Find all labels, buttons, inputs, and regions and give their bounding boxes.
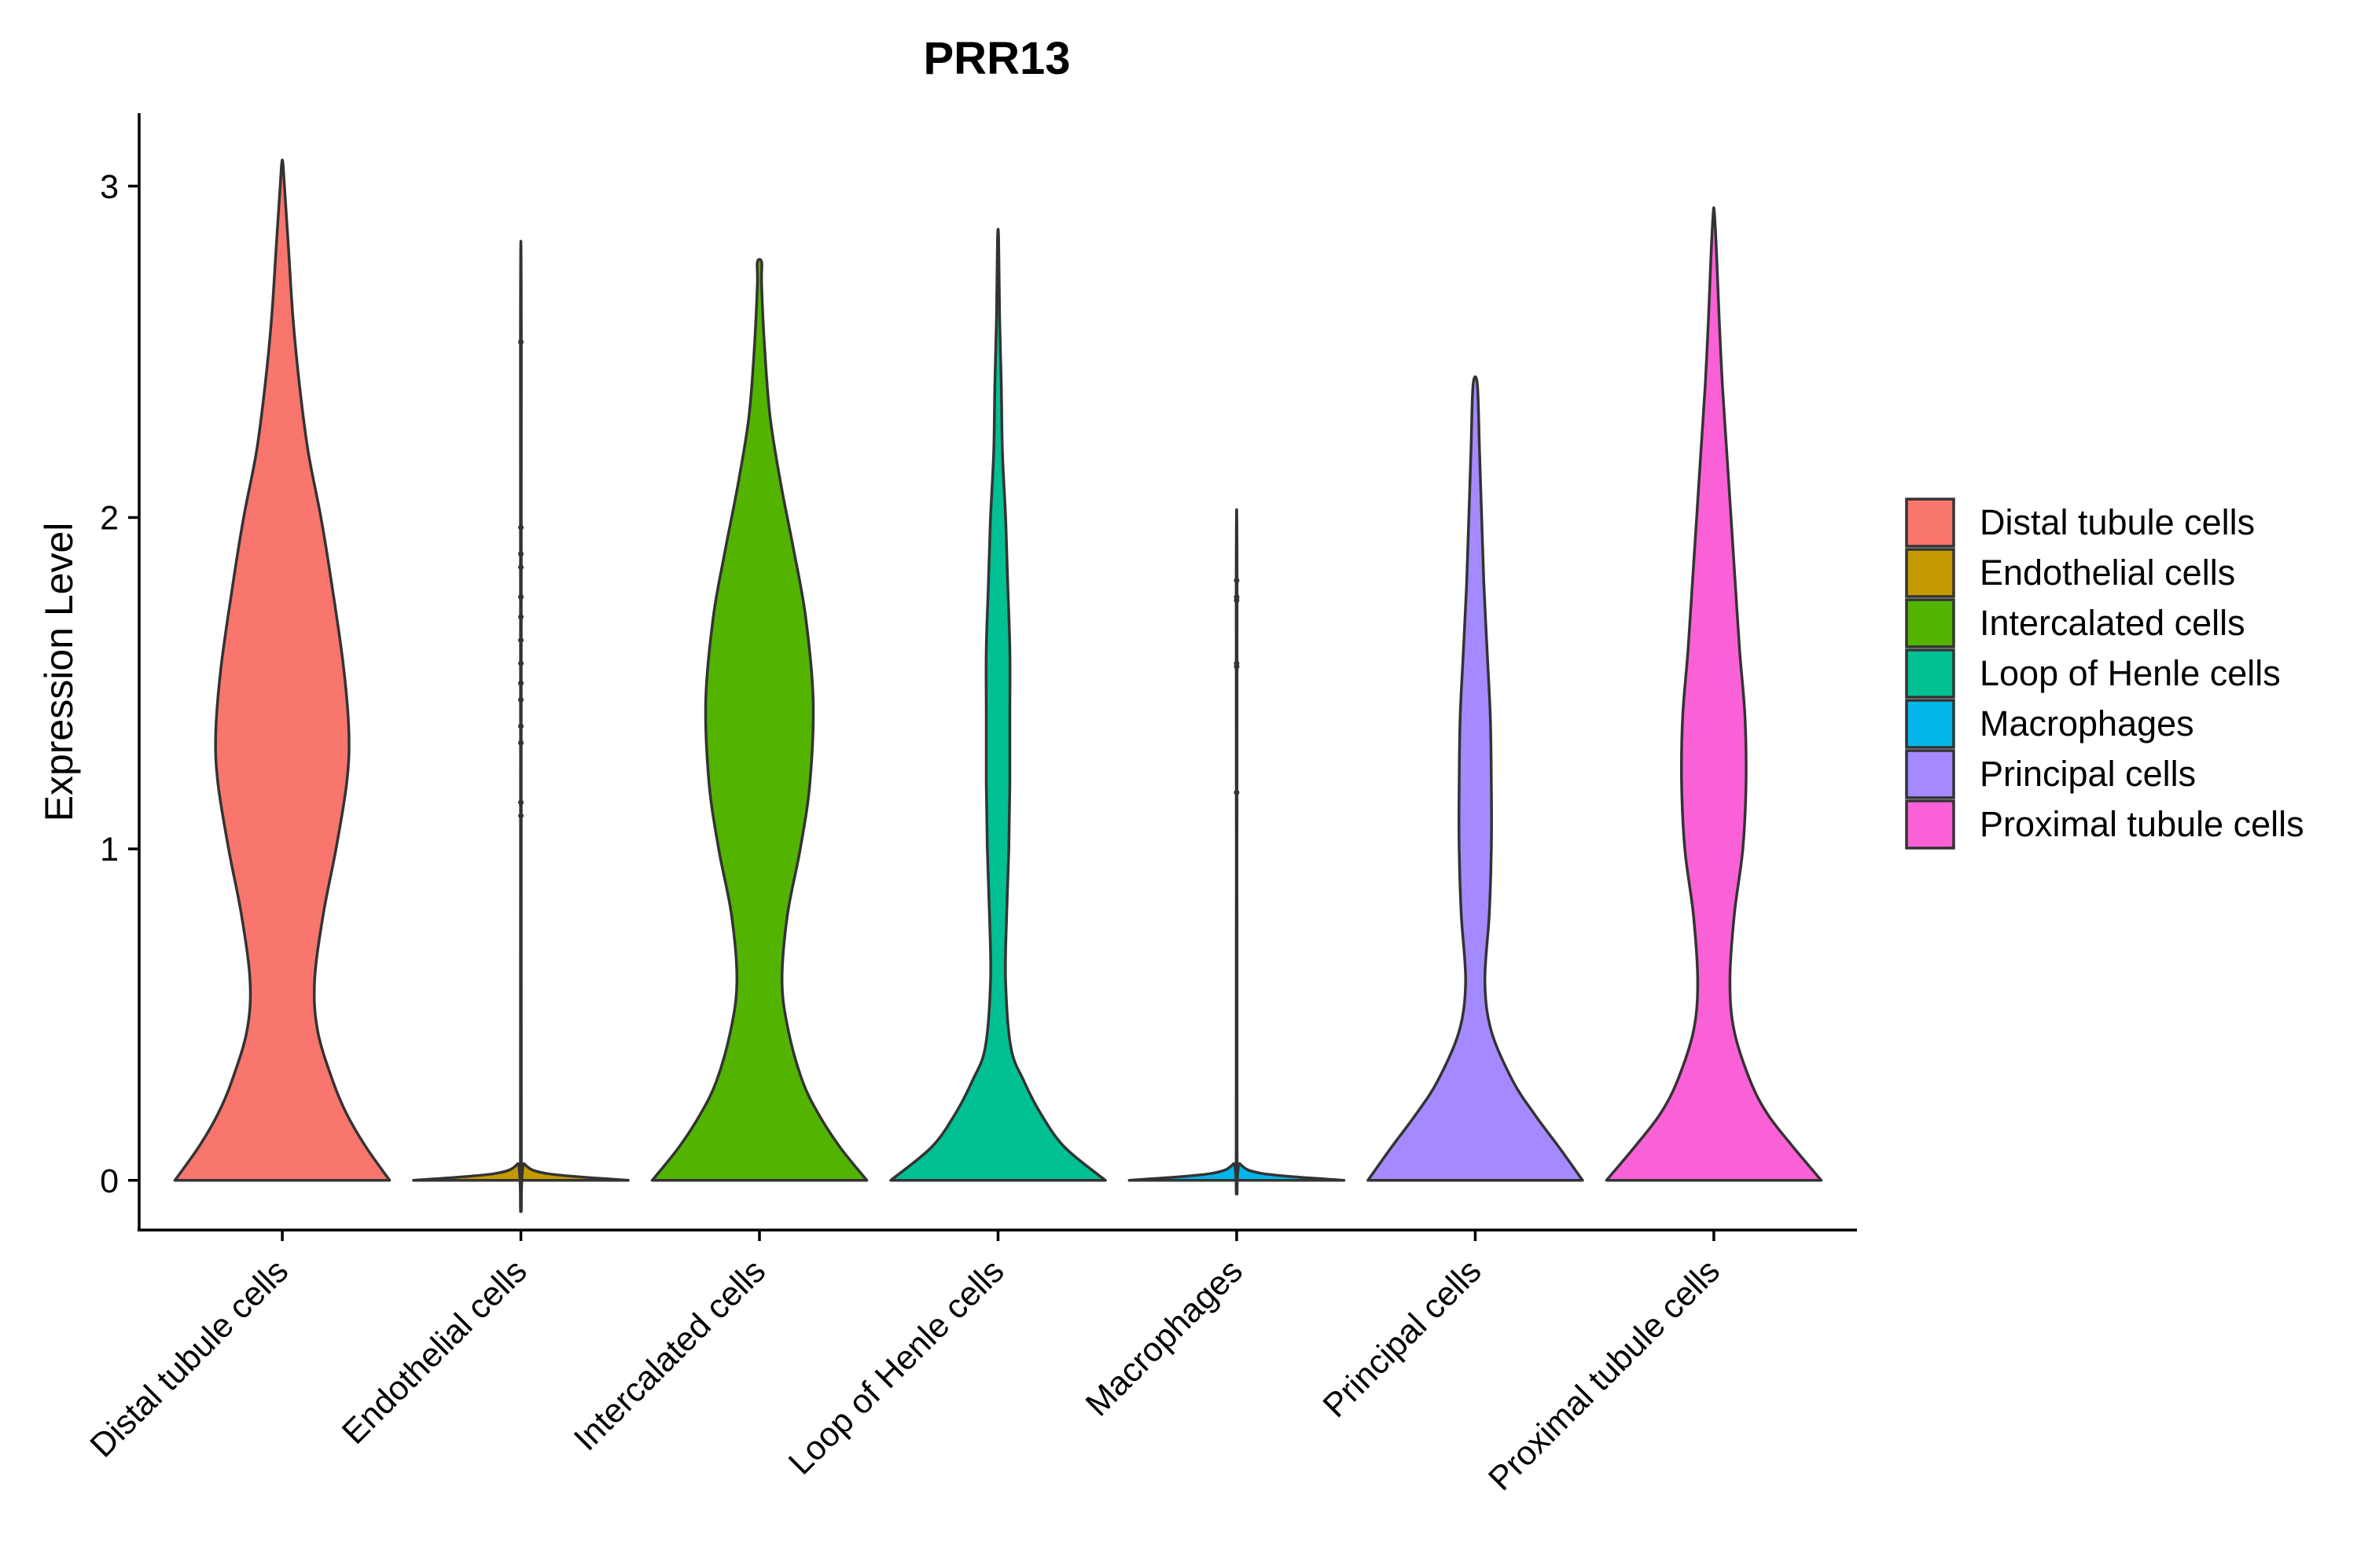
legend-label: Distal tubule cells	[1980, 502, 2255, 542]
y-tick-label: 3	[100, 168, 119, 206]
legend-swatch	[1905, 648, 1955, 699]
legend: Distal tubule cells Endothelial cells Inte…	[1905, 498, 2304, 850]
data-point	[1234, 594, 1240, 600]
data-point	[518, 524, 524, 531]
data-point	[518, 723, 524, 729]
legend-label: Intercalated cells	[1980, 603, 2245, 643]
data-point	[518, 551, 524, 557]
legend-swatch	[1905, 598, 1955, 648]
data-point	[518, 339, 524, 345]
x-tick-label: Endothelial cells	[335, 1252, 535, 1452]
data-point	[518, 637, 524, 643]
legend-swatch	[1905, 699, 1955, 749]
legend-label: Principal cells	[1980, 754, 2196, 794]
x-axis-ticks: Distal tubule cells Endothelial cells Inte…	[83, 1230, 1727, 1498]
y-axis-title: Expression Level	[37, 523, 81, 822]
violin-proximal-tubule-cells	[1605, 206, 1823, 1182]
x-tick-label: Intercalated cells	[567, 1252, 773, 1458]
x-tick-label: Distal tubule cells	[83, 1252, 296, 1465]
legend-label: Macrophages	[1980, 703, 2194, 744]
y-tick-label: 1	[100, 831, 119, 868]
chart-title: PRR13	[924, 33, 1071, 84]
violin-macrophages	[1127, 508, 1346, 1195]
data-point	[518, 564, 524, 571]
violin-layer	[173, 158, 1823, 1214]
legend-label: Proximal tubule cells	[1980, 804, 2304, 844]
legend-label: Endothelial cells	[1980, 553, 2235, 593]
data-point	[518, 696, 524, 703]
y-axis-ticks: 0 1 2 3	[100, 168, 139, 1200]
data-point	[1234, 789, 1240, 795]
y-tick-label: 2	[100, 499, 119, 537]
violin-distal-tubule-cells	[173, 158, 392, 1182]
x-tick-label: Macrophages	[1079, 1252, 1250, 1423]
data-point	[518, 740, 524, 746]
violin-intercalated-cells	[650, 258, 869, 1182]
data-point	[1234, 578, 1240, 584]
legend-swatch	[1905, 548, 1955, 598]
data-point	[518, 614, 524, 620]
data-point	[1234, 660, 1240, 666]
violin-principal-cells	[1366, 375, 1584, 1182]
data-point	[518, 680, 524, 686]
legend-swatch	[1905, 749, 1955, 799]
data-point	[518, 594, 524, 600]
legend-label: Loop of Henle cells	[1980, 653, 2281, 693]
x-tick-label: Loop of Henle cells	[781, 1252, 1012, 1482]
data-point	[518, 660, 524, 666]
violin-loop-of-henle-cells	[889, 227, 1107, 1182]
y-tick-label: 0	[100, 1162, 119, 1200]
data-point	[518, 813, 524, 819]
legend-swatch	[1905, 498, 1955, 548]
x-tick-label: Proximal tubule cells	[1481, 1252, 1727, 1498]
legend-swatch	[1905, 799, 1955, 850]
data-point	[518, 799, 524, 806]
x-tick-label: Principal cells	[1316, 1252, 1489, 1425]
